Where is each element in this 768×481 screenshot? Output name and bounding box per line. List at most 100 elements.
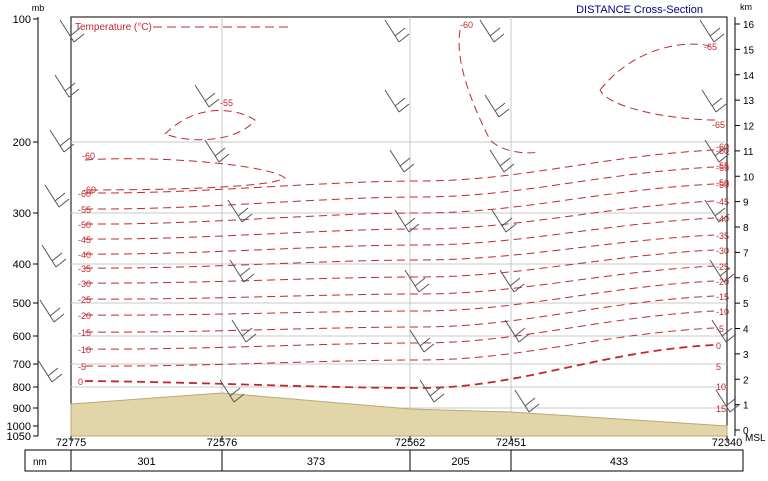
wind-barb <box>54 74 80 98</box>
isotherm-label: -45 <box>716 197 729 207</box>
wind-barb <box>491 209 517 233</box>
wind-barb <box>701 89 727 113</box>
wind-barb <box>711 319 737 343</box>
isotherm-label: -65 <box>704 42 717 52</box>
isotherm-label: -65 <box>712 120 725 130</box>
height-tick-label: 14 <box>743 71 755 82</box>
wind-barb <box>409 329 435 353</box>
isotherm-line <box>84 217 715 255</box>
distance-label: 205 <box>451 456 469 468</box>
height-tick-label: 5 <box>743 299 749 310</box>
pressure-tick-label: 600 <box>13 331 31 343</box>
wind-barb <box>704 199 730 223</box>
height-tick-label: 13 <box>743 96 755 107</box>
isotherm-line <box>84 149 715 194</box>
wind-barb <box>219 379 245 403</box>
isotherm-label: -25 <box>78 295 91 305</box>
isotherm-closed-contour <box>599 43 716 121</box>
isotherm-label: -35 <box>78 264 91 274</box>
isotherm-label: -45 <box>78 235 91 245</box>
isotherm-label: 15 <box>716 404 726 414</box>
wind-barb <box>699 19 725 43</box>
isotherm-label: -20 <box>716 277 729 287</box>
distance-strip <box>24 449 744 472</box>
height-tick-label: 15 <box>743 45 755 56</box>
wind-barb <box>715 389 741 413</box>
pressure-tick-label: 900 <box>13 403 31 415</box>
height-tick-label: 0 <box>743 426 749 437</box>
isotherm-label: -55 <box>78 205 91 215</box>
isotherm-label: 0 <box>716 341 721 351</box>
height-tick-label: 6 <box>743 274 749 285</box>
isotherm-line <box>84 249 715 284</box>
station-label: 72340 <box>712 437 743 449</box>
wind-barb <box>227 199 253 223</box>
isotherm-label: -10 <box>716 307 729 317</box>
isotherm-line <box>458 29 541 154</box>
station-label: 72576 <box>207 437 238 449</box>
distance-label: 433 <box>610 456 628 468</box>
isotherm-line <box>84 200 715 240</box>
wind-barb <box>419 379 445 403</box>
isotherm-label: -20 <box>78 311 91 321</box>
distance-unit: nm <box>33 457 47 468</box>
isotherm-label: -60 <box>716 146 729 156</box>
isotherm-line <box>84 265 715 300</box>
isotherm-label: -60 <box>716 142 729 152</box>
isotherm-label: -55 <box>220 98 233 108</box>
isotherm-label: -5 <box>78 362 86 372</box>
wind-barb <box>194 84 220 108</box>
wind-barb <box>59 19 85 43</box>
pressure-tick-label: 200 <box>13 137 31 149</box>
isotherm-label: -30 <box>78 279 91 289</box>
height-tick-label: 10 <box>743 172 755 183</box>
isotherm-label: -50 <box>716 178 729 188</box>
isotherm-label: -60 <box>78 189 91 199</box>
isotherm-line <box>84 310 715 350</box>
wind-barb <box>394 209 420 233</box>
pressure-tick-label: 1050 <box>7 431 31 443</box>
isotherm-line <box>84 166 715 210</box>
wind-barb <box>41 244 67 268</box>
wind-barb <box>204 139 230 163</box>
pressure-axis-unit: mb <box>32 3 45 13</box>
isotherm-closed-contour <box>84 158 286 191</box>
station-label: 72775 <box>56 437 87 449</box>
height-tick-label: 16 <box>743 20 755 31</box>
isotherm-label: -60 <box>83 185 96 195</box>
isotherm-label: -40 <box>78 250 91 260</box>
wind-barb <box>504 319 530 343</box>
chart-title: DISTANCE Cross-Section <box>576 4 703 16</box>
isotherm-label: -10 <box>78 345 91 355</box>
pressure-tick-label: 100 <box>13 14 31 26</box>
terrain <box>70 392 728 437</box>
pressure-tick-label: 700 <box>13 359 31 371</box>
wind-barb <box>484 94 510 118</box>
wind-barb <box>49 129 75 153</box>
pressure-tick-label: 1000 <box>7 421 31 433</box>
isotherm-label: -55 <box>716 161 729 171</box>
height-tick-label: 1 <box>743 401 749 412</box>
pressure-tick-label: 300 <box>13 208 31 220</box>
height-tick-label: 4 <box>743 325 749 336</box>
height-tick-label: 11 <box>743 147 754 158</box>
isotherm-label: -30 <box>716 246 729 256</box>
wind-barb <box>514 389 540 413</box>
height-tick-label: 7 <box>743 248 749 259</box>
field-label: Temperature (°C) <box>75 22 152 33</box>
isotherm-label: -55 <box>716 163 729 173</box>
wind-barb <box>39 299 65 323</box>
isotherm-label: -5 <box>716 324 724 334</box>
wind-barb <box>229 259 255 283</box>
wind-barb <box>37 359 63 383</box>
height-tick-label: 12 <box>743 122 755 133</box>
pressure-tick-label: 400 <box>13 259 31 271</box>
wind-barb <box>704 139 730 163</box>
isotherm-line <box>84 344 715 389</box>
isotherm-label: -50 <box>78 220 91 230</box>
wind-barb <box>384 19 410 43</box>
isotherm-label: -60 <box>460 20 473 30</box>
isotherm-line <box>84 295 715 333</box>
wind-barb <box>389 149 415 173</box>
